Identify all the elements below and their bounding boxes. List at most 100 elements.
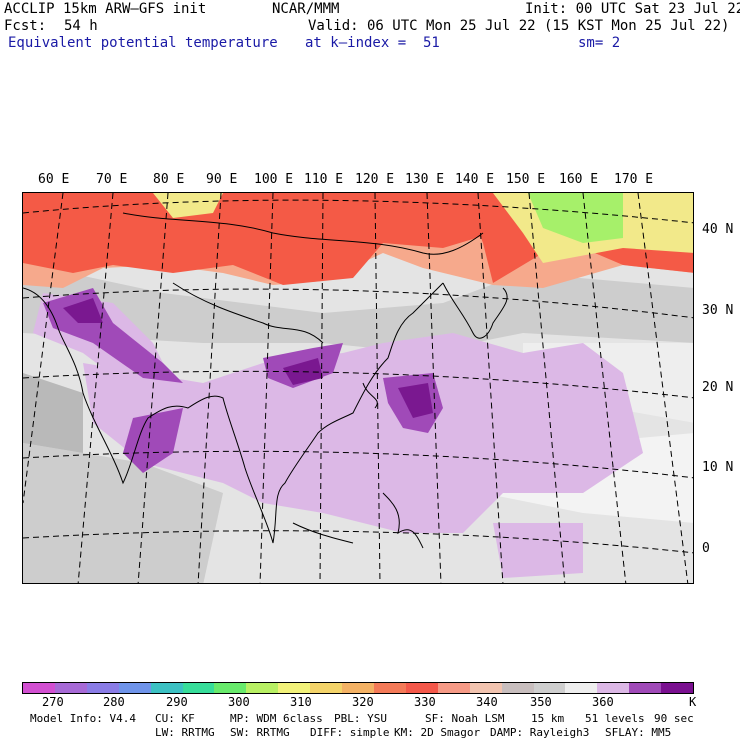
org-label: NCAR/MMM xyxy=(272,1,340,17)
model-title: ACCLIP 15km ARW–GFS init xyxy=(4,1,207,17)
lon-label: 120 E xyxy=(355,172,395,187)
graticule-lon-160 xyxy=(582,193,627,583)
colorbar-label: 310 xyxy=(290,695,312,709)
valid-time: Valid: 06 UTC Mon 25 Jul 22 (15 KST Mon … xyxy=(308,18,730,34)
colorbar-unit: K xyxy=(689,695,697,709)
colorbar-swatch xyxy=(310,683,343,693)
graticule-lat-10 xyxy=(23,450,693,479)
colorbar-swatch xyxy=(214,683,247,693)
graticule-lon-90 xyxy=(197,193,222,583)
colorbar-label: 270 xyxy=(42,695,64,709)
lat-label: 0 xyxy=(702,541,710,556)
lon-label: 160 E xyxy=(559,172,599,187)
dark-gray-arabian xyxy=(23,373,83,453)
lon-label: 70 E xyxy=(96,172,128,187)
colorbar xyxy=(22,682,694,694)
dark-purple-core-india xyxy=(63,298,103,323)
footer-sw: SW: RRTMG xyxy=(230,726,290,739)
colorbar-swatch xyxy=(661,683,694,693)
lat-label: 20 N xyxy=(702,380,734,395)
colorbar-swatch xyxy=(437,683,470,693)
purple-core-bay xyxy=(123,408,183,473)
footer-km: KM: 2D Smagor xyxy=(394,726,481,739)
footer-sf: SF: Noah LSM xyxy=(425,712,505,725)
theta-e-field xyxy=(23,193,693,583)
philippines-coastline xyxy=(382,492,424,549)
graticule-lon-140 xyxy=(477,193,504,583)
yellow-patch-west xyxy=(153,193,223,218)
taiwan-coastline xyxy=(362,382,378,409)
graticule-lon-150 xyxy=(528,193,566,583)
footer-damp: DAMP: Rayleigh3 xyxy=(490,726,590,739)
graticule-lon-100 xyxy=(259,193,274,583)
lon-label: 150 E xyxy=(506,172,546,187)
footer-cu: CU: KF xyxy=(155,712,195,725)
colorbar-label: 340 xyxy=(476,695,498,709)
inner-border xyxy=(172,282,324,344)
graticule-lon-130 xyxy=(426,193,442,583)
footer-diff: DIFF: simple xyxy=(310,726,390,739)
colorbar-label: 280 xyxy=(103,695,125,709)
lon-label: 80 E xyxy=(153,172,185,187)
graticule-lon-60 xyxy=(23,193,64,504)
smooth-label: sm= 2 xyxy=(578,35,621,51)
lat-label: 30 N xyxy=(702,303,734,318)
colorbar-label: 330 xyxy=(414,695,436,709)
colorbar-label: 350 xyxy=(530,695,552,709)
northern-border xyxy=(122,212,484,255)
colorbar-swatch xyxy=(150,683,183,693)
colorbar-swatch xyxy=(565,683,598,693)
colorbar-label: 300 xyxy=(228,695,250,709)
colorbar-swatch xyxy=(501,683,534,693)
colorbar-swatch xyxy=(86,683,119,693)
green-region-ne xyxy=(528,193,623,243)
colorbar-swatch xyxy=(405,683,438,693)
colorbar-swatch xyxy=(629,683,662,693)
colorbar-label: 320 xyxy=(352,695,374,709)
lon-label: 100 E xyxy=(254,172,294,187)
gray-region-sw xyxy=(23,443,223,583)
mainland-coastline xyxy=(23,282,444,544)
colorbar-swatch xyxy=(469,683,502,693)
lon-label: 60 E xyxy=(38,172,70,187)
lilac-region-south xyxy=(493,523,583,578)
graticule-lat-20 xyxy=(23,370,693,399)
colorbar-swatch xyxy=(118,683,151,693)
map-panel xyxy=(22,192,694,584)
lon-label: 110 E xyxy=(304,172,344,187)
colorbar-swatch xyxy=(23,683,55,693)
colorbar-swatch xyxy=(342,683,374,693)
graticule-lat-0 xyxy=(23,530,693,554)
footer-lw: LW: RRTMG xyxy=(155,726,215,739)
fcst-value: 54 h xyxy=(64,18,98,34)
footer-resolution: 15 km xyxy=(531,712,565,725)
colorbar-swatch xyxy=(533,683,566,693)
graticule-lon-120 xyxy=(374,193,381,583)
colorbar-label: 360 xyxy=(592,695,614,709)
footer-model-info: Model Info: V4.4 xyxy=(30,712,136,725)
footer-sflay: SFLAY: MM5 xyxy=(605,726,672,739)
lon-label: 170 E xyxy=(614,172,654,187)
graticule-lon-80 xyxy=(137,193,169,583)
graticule-lon-70 xyxy=(77,193,114,583)
lat-label: 10 N xyxy=(702,460,734,475)
graticule-lat-30 xyxy=(23,288,693,319)
lon-label: 140 E xyxy=(455,172,495,187)
footer-levels: 51 levels xyxy=(585,712,645,725)
lat-label: 40 N xyxy=(702,222,734,237)
lon-label: 130 E xyxy=(405,172,445,187)
colorbar-swatch xyxy=(54,683,87,693)
footer-mp: MP: WDM 6class xyxy=(230,712,323,725)
colorbar-swatch xyxy=(246,683,279,693)
lilac-region-main xyxy=(83,333,643,533)
init-time: Init: 00 UTC Sat 23 Jul 22 xyxy=(525,1,740,17)
colorbar-label: 290 xyxy=(166,695,188,709)
level-label: at k–index = 51 xyxy=(305,35,440,51)
colorbar-swatch xyxy=(278,683,311,693)
footer-timestep: 90 sec xyxy=(654,712,694,725)
japan-coastline xyxy=(442,282,508,339)
field-name: Equivalent potential temperature xyxy=(8,35,278,51)
colorbar-swatch xyxy=(373,683,406,693)
fcst-label: Fcst: xyxy=(4,18,47,34)
lon-label: 90 E xyxy=(206,172,238,187)
